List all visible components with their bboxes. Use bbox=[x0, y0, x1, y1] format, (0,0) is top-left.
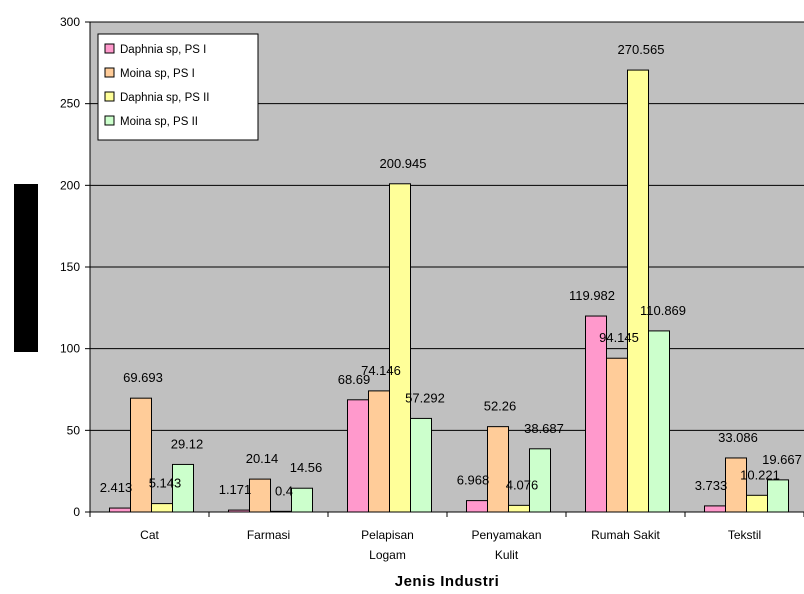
data-label: 14.56 bbox=[290, 460, 323, 475]
x-axis-title: Jenis Industri bbox=[395, 573, 500, 590]
legend-label: Daphnia sp, PS I bbox=[120, 44, 206, 56]
bars bbox=[109, 69, 789, 513]
bar bbox=[151, 503, 173, 513]
data-label: 33.086 bbox=[718, 430, 758, 445]
x-axis-categories: Cat Farmasi Pelapisan Logam Penyamakan Kulit R… bbox=[89, 512, 804, 562]
bar bbox=[648, 330, 670, 513]
x-category-label: Penyamakan bbox=[471, 528, 541, 542]
data-labels: 2.413 1.171 68.69 6.968 119.982 3.733 69.693 20… bbox=[100, 42, 802, 498]
legend-box bbox=[97, 33, 259, 141]
data-label: 20.14 bbox=[246, 451, 279, 466]
data-label: 270.565 bbox=[618, 42, 665, 57]
bar bbox=[228, 509, 250, 513]
data-label: 68.69 bbox=[338, 372, 371, 387]
data-label: 19.667 bbox=[762, 452, 802, 467]
data-label: 2.413 bbox=[100, 480, 133, 495]
bar bbox=[725, 457, 747, 513]
y-tick-label: 50 bbox=[67, 423, 81, 437]
data-label: 3.733 bbox=[695, 478, 728, 493]
bar bbox=[704, 505, 726, 513]
bar bbox=[410, 417, 432, 513]
bar bbox=[508, 504, 530, 513]
y-tick-label: 0 bbox=[73, 505, 80, 519]
data-label: 110.869 bbox=[640, 303, 686, 318]
x-category-label: Logam bbox=[369, 548, 406, 562]
legend-swatch bbox=[104, 115, 115, 126]
legend: Daphnia sp, PS I Moina sp, PS I Daphnia sp… bbox=[97, 33, 259, 141]
data-label: 5.143 bbox=[149, 476, 182, 491]
legend-label: Moina sp, PS I bbox=[120, 68, 195, 80]
legend-label: Daphnia sp, PS II bbox=[120, 92, 210, 104]
bar bbox=[487, 426, 509, 513]
bar bbox=[627, 69, 649, 513]
bar bbox=[130, 397, 152, 513]
data-label: 29.12 bbox=[171, 436, 204, 451]
x-category-label: Pelapisan bbox=[361, 528, 414, 542]
legend-label: Moina sp, PS II bbox=[120, 116, 198, 128]
bar bbox=[368, 390, 390, 513]
data-label: 200.945 bbox=[380, 156, 427, 171]
data-label: 57.292 bbox=[405, 390, 445, 405]
data-label: 1.171 bbox=[219, 482, 252, 497]
bar bbox=[109, 507, 131, 513]
y-tick-label: 100 bbox=[60, 342, 80, 356]
y-tick-label: 300 bbox=[60, 15, 80, 29]
y-tick-label: 150 bbox=[60, 260, 80, 274]
data-label: 38.687 bbox=[524, 421, 564, 436]
data-label: 6.968 bbox=[457, 473, 490, 488]
bar bbox=[466, 500, 488, 513]
legend-swatch bbox=[104, 67, 115, 78]
bar bbox=[585, 315, 607, 513]
bar bbox=[249, 478, 271, 513]
x-category-label: Cat bbox=[140, 528, 159, 542]
gridlines bbox=[90, 21, 804, 431]
data-label: 119.982 bbox=[569, 288, 615, 303]
bar bbox=[389, 183, 411, 513]
data-label: 0.4 bbox=[275, 483, 293, 498]
y-tick-label: 200 bbox=[60, 178, 80, 192]
legend-swatch bbox=[104, 91, 115, 102]
x-category-label: Farmasi bbox=[247, 528, 290, 542]
data-label: 74.146 bbox=[361, 363, 401, 378]
redaction-block bbox=[14, 184, 38, 352]
bar bbox=[172, 463, 194, 513]
bar bbox=[291, 487, 313, 513]
x-category-label: Rumah Sakit bbox=[591, 528, 660, 542]
data-label: 69.693 bbox=[123, 370, 163, 385]
bar bbox=[746, 494, 768, 513]
bar bbox=[270, 510, 292, 513]
bar bbox=[606, 357, 628, 513]
bar bbox=[767, 479, 789, 513]
bar bbox=[347, 399, 369, 513]
bar bbox=[529, 448, 551, 513]
data-label: 10.221 bbox=[740, 467, 780, 482]
data-label: 52.26 bbox=[484, 399, 517, 414]
x-category-label: Kulit bbox=[495, 548, 519, 562]
data-label: 4.076 bbox=[506, 477, 539, 492]
x-category-label: Tekstil bbox=[728, 528, 761, 542]
data-label: 94.145 bbox=[599, 330, 639, 345]
y-axis-ticks: 0 50 100 150 200 250 300 bbox=[60, 15, 90, 519]
legend-swatch bbox=[104, 43, 115, 54]
y-tick-label: 250 bbox=[60, 97, 80, 111]
